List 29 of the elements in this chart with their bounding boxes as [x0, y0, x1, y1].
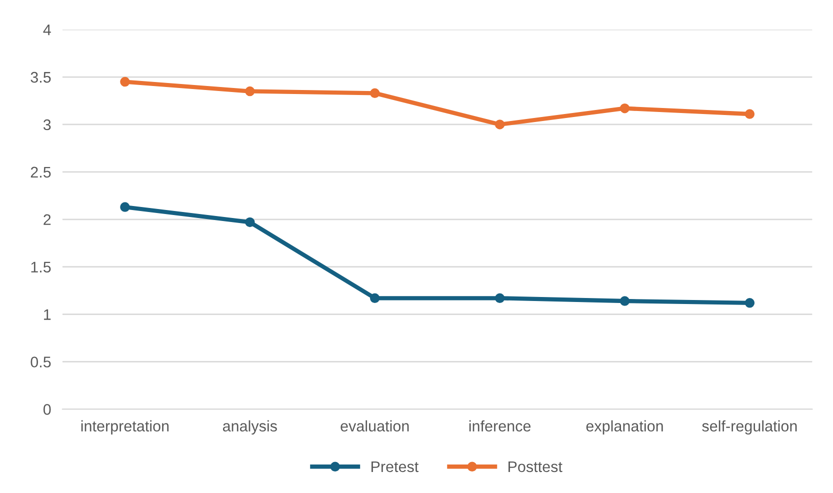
point: [370, 88, 380, 98]
point: [744, 109, 755, 119]
y-tick-label: 4: [43, 24, 51, 36]
point: [620, 296, 630, 306]
y-tick-label: 3.5: [30, 72, 51, 83]
x-tick-label: inference: [469, 420, 531, 432]
point: [120, 202, 130, 212]
point: [245, 217, 255, 228]
y-tick-label: 2: [44, 214, 51, 225]
point: [245, 86, 255, 96]
point: [370, 293, 380, 304]
point: [620, 103, 630, 114]
x-tick-label: explanation: [586, 420, 663, 435]
y-tick-label: 3: [43, 119, 51, 130]
x-tick-label: interpretation: [81, 420, 169, 435]
y-tick-label: 2.5: [30, 166, 51, 178]
x-tick-label: self-regulation: [702, 420, 797, 435]
x-tick-label: analysis: [222, 420, 277, 435]
y-tick-label: 1.5: [31, 262, 51, 273]
x-tick-label: evaluation: [340, 420, 409, 432]
point: [494, 293, 505, 304]
point: [744, 298, 755, 308]
legend-label: Pretest: [372, 461, 419, 472]
legend-label: Posttest: [508, 461, 562, 472]
y-tick-label: 1: [44, 309, 51, 320]
y-tick-label: 0: [43, 404, 51, 415]
y-tick-label: 0.5: [30, 356, 51, 368]
point: [120, 76, 130, 87]
point: [494, 120, 505, 130]
